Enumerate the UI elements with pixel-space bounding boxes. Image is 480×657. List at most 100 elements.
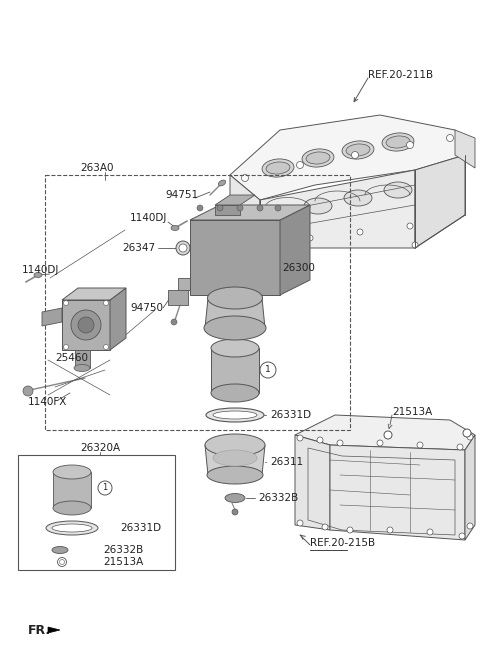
Text: 1140DJ: 1140DJ (22, 265, 60, 275)
Ellipse shape (171, 225, 179, 231)
Ellipse shape (342, 141, 374, 159)
Circle shape (297, 435, 303, 441)
Circle shape (98, 481, 112, 495)
Ellipse shape (262, 159, 294, 177)
Text: 26311: 26311 (270, 457, 303, 467)
Polygon shape (205, 445, 265, 475)
Circle shape (260, 362, 276, 378)
Polygon shape (280, 205, 310, 295)
Ellipse shape (52, 547, 68, 553)
Circle shape (257, 205, 263, 211)
Polygon shape (465, 435, 475, 540)
Circle shape (446, 135, 454, 141)
Text: 26332B: 26332B (258, 493, 298, 503)
Circle shape (262, 241, 268, 247)
Circle shape (297, 520, 303, 526)
Circle shape (337, 440, 343, 446)
Ellipse shape (46, 521, 98, 535)
Ellipse shape (58, 558, 67, 566)
Polygon shape (415, 155, 465, 248)
Polygon shape (211, 348, 259, 393)
Circle shape (412, 242, 418, 248)
Polygon shape (230, 175, 260, 248)
Circle shape (463, 429, 471, 437)
Ellipse shape (205, 434, 265, 456)
Polygon shape (18, 455, 175, 570)
Circle shape (104, 344, 108, 350)
Polygon shape (62, 300, 110, 350)
Circle shape (23, 386, 33, 396)
Text: 26332B: 26332B (103, 545, 143, 555)
Ellipse shape (302, 149, 334, 167)
Polygon shape (62, 288, 126, 300)
Circle shape (297, 162, 303, 168)
Polygon shape (215, 195, 255, 205)
Ellipse shape (206, 408, 264, 422)
Circle shape (78, 317, 94, 333)
Text: 26331D: 26331D (270, 410, 311, 420)
Ellipse shape (34, 273, 42, 277)
Ellipse shape (306, 152, 330, 164)
Ellipse shape (218, 180, 226, 186)
Polygon shape (48, 627, 60, 633)
Circle shape (351, 152, 359, 158)
Ellipse shape (386, 136, 410, 148)
Ellipse shape (264, 208, 292, 224)
Circle shape (387, 527, 393, 533)
Text: 94750: 94750 (130, 303, 163, 313)
Circle shape (197, 205, 203, 211)
Circle shape (467, 523, 473, 529)
Ellipse shape (304, 198, 332, 214)
Circle shape (317, 437, 323, 443)
Polygon shape (215, 205, 240, 215)
Circle shape (467, 434, 473, 440)
Ellipse shape (60, 560, 64, 564)
Ellipse shape (204, 316, 266, 340)
Ellipse shape (179, 244, 187, 252)
Ellipse shape (225, 493, 245, 503)
Circle shape (171, 319, 177, 325)
Polygon shape (295, 415, 475, 450)
Text: REF.20-211B: REF.20-211B (368, 70, 433, 80)
Ellipse shape (207, 466, 263, 484)
Polygon shape (168, 290, 188, 305)
Ellipse shape (344, 190, 372, 206)
Ellipse shape (346, 144, 370, 156)
Ellipse shape (382, 133, 414, 151)
Circle shape (63, 300, 69, 306)
Text: REF.20-215B: REF.20-215B (310, 538, 375, 548)
Circle shape (347, 527, 353, 533)
Ellipse shape (53, 465, 91, 479)
Circle shape (427, 529, 433, 535)
Polygon shape (230, 115, 465, 200)
Text: 1: 1 (265, 365, 271, 374)
Circle shape (63, 344, 69, 350)
Polygon shape (42, 308, 62, 326)
Ellipse shape (176, 241, 190, 255)
Text: 26331D: 26331D (120, 523, 161, 533)
Circle shape (384, 431, 392, 439)
Circle shape (357, 229, 363, 235)
Circle shape (459, 533, 465, 539)
Polygon shape (190, 220, 280, 295)
Text: 94751: 94751 (165, 190, 198, 200)
Polygon shape (205, 298, 265, 328)
Circle shape (407, 223, 413, 229)
Ellipse shape (232, 509, 238, 515)
Circle shape (275, 205, 281, 211)
Circle shape (307, 235, 313, 241)
Polygon shape (110, 288, 126, 350)
Text: 1140FX: 1140FX (28, 397, 67, 407)
Ellipse shape (207, 287, 263, 309)
Circle shape (71, 310, 101, 340)
Text: 25460: 25460 (55, 353, 88, 363)
Ellipse shape (213, 411, 257, 419)
Text: 1: 1 (102, 484, 108, 493)
Polygon shape (53, 472, 91, 508)
Circle shape (237, 205, 243, 211)
Text: FR.: FR. (28, 623, 51, 637)
Circle shape (217, 205, 223, 211)
Text: 1140DJ: 1140DJ (130, 213, 168, 223)
Text: 26320A: 26320A (80, 443, 120, 453)
Ellipse shape (266, 162, 290, 174)
